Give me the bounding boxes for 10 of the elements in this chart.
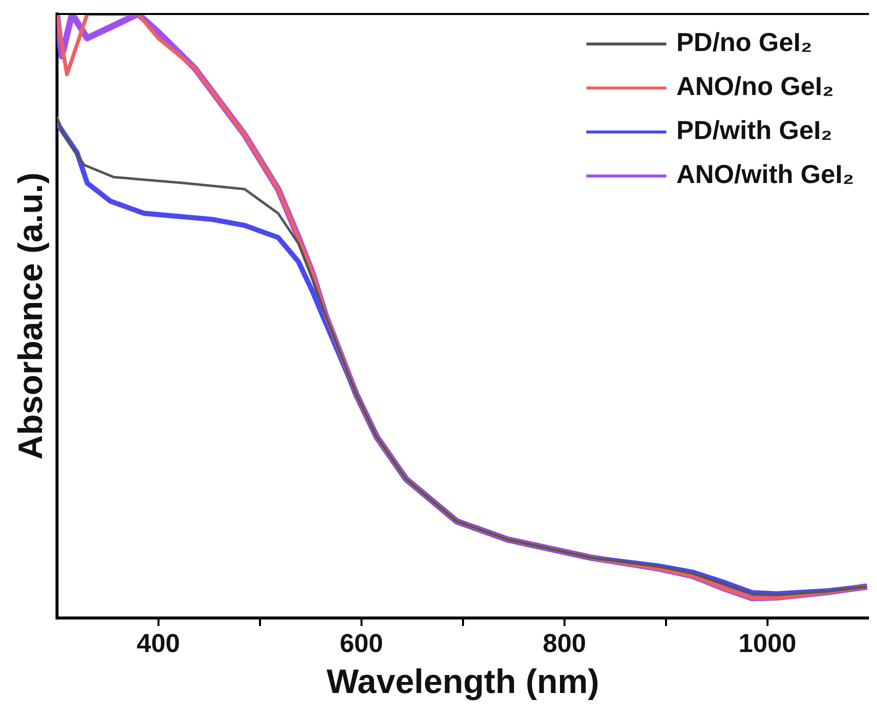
legend-label: ANO/with GeI₂ [676,159,854,190]
legend-label: PD/with GeI₂ [676,115,832,146]
legend-label: PD/no GeI₂ [676,27,812,58]
legend-label: ANO/no GeI₂ [676,71,834,102]
x-axis-title: Wavelength (nm) [326,662,600,701]
x-tick-label: 600 [340,628,384,658]
x-tick-label: 800 [542,628,586,658]
y-axis-title: Absorbance (a.u.) [12,172,50,460]
x-tick-label: 400 [136,628,180,658]
x-tick-label: 1000 [738,628,796,658]
